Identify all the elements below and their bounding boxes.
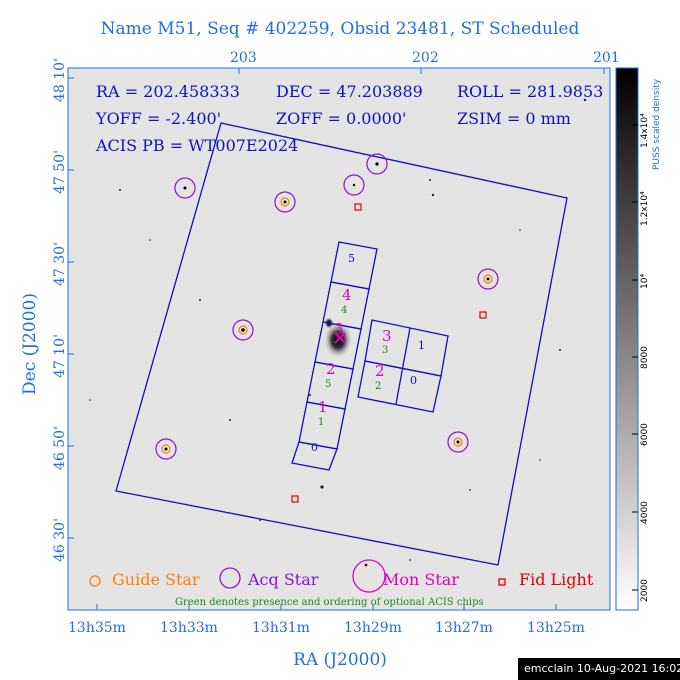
colorbar-ticks (632, 124, 638, 591)
chip-i-bottom (357, 360, 442, 413)
left-tick-5: 46 50' (52, 426, 68, 470)
bottom-tick-5: 13h27m (435, 620, 493, 636)
plot-title: Name M51, Seq # 402259, Obsid 23481, ST … (100, 19, 580, 39)
acis-i-array (357, 319, 449, 413)
bottom-tick-6: 13h25m (527, 620, 585, 636)
y-axis-title: Dec (J2000) (20, 293, 40, 395)
bottom-tick-4: 13h29m (344, 620, 402, 636)
bottom-tick-1: 13h35m (68, 620, 126, 636)
chip-green-2: 2 (375, 381, 382, 392)
left-tick-2: 47 50' (52, 150, 68, 194)
left-tick-6: 46 30' (52, 518, 68, 562)
colorbar-tick-2000: 2000 (640, 579, 650, 602)
info-zsim: ZSIM = 0 mm (457, 109, 571, 128)
chip-label-i1: 1 (418, 339, 425, 352)
colorbar-tick-1.2e4: 1.2x10⁴ (640, 191, 650, 226)
info-yoff: YOFF = -2.400' (96, 109, 222, 128)
chip-green-5: 5 (325, 379, 332, 390)
left-tick-3: 47 30' (52, 242, 68, 286)
chip-label-s0: 0 (311, 441, 318, 454)
footer-bar (518, 658, 680, 680)
info-ra: RA = 202.458333 (96, 82, 240, 101)
left-tick-1: 48 10' (52, 58, 68, 102)
bottom-tick-2: 13h33m (160, 620, 218, 636)
timestamp-stamp: emcclain 10-Aug-2021 16:02 (524, 662, 680, 675)
info-roll: ROLL = 281.9853 (457, 82, 604, 101)
top-tick-201: 201 (593, 50, 620, 66)
colorbar-tick-6000: 6000 (640, 423, 650, 446)
legend-acq-star: Acq Star (248, 570, 319, 589)
chip-s0 (291, 441, 338, 471)
axis-ticks (68, 68, 605, 610)
bottom-tick-3: 13h31m (252, 620, 310, 636)
fid-lights (291, 203, 487, 503)
colorbar-tick-4000: 4000 (640, 501, 650, 524)
chip-magenta-2i: 2 (375, 362, 385, 380)
background-stars (89, 98, 587, 567)
legend-symbols (89, 559, 506, 593)
colorbar (615, 67, 639, 611)
chip-green-4: 4 (341, 305, 348, 316)
star-markers (155, 153, 499, 460)
chip-green-3: 3 (382, 345, 389, 356)
chip-magenta-3s: 3 (334, 320, 344, 338)
info-acis: ACIS PB = WT007E2024 (96, 136, 299, 155)
star-points (164, 162, 490, 451)
acis-s-array (291, 241, 378, 471)
info-zoff: ZOFF = 0.0000' (276, 109, 407, 128)
chip-magenta-2s: 2 (326, 360, 336, 378)
colorbar-title: PUSS scaled density (652, 78, 662, 170)
target-marker (334, 332, 346, 344)
chip-magenta-4: 4 (342, 286, 352, 304)
chip-label-i0: 0 (410, 374, 417, 387)
legend-fid-light: Fid Light (519, 570, 594, 589)
chip-magenta-3i: 3 (382, 327, 392, 345)
legend-guide-star: Guide Star (112, 570, 200, 589)
optional-chips-note: Green denotes presence and ordering of o… (175, 597, 484, 608)
chip-green-1: 1 (318, 417, 325, 428)
left-tick-4: 47 10' (52, 334, 68, 378)
colorbar-tick-1.4e4: 1.4x10⁴ (640, 113, 650, 148)
top-tick-203: 203 (230, 50, 257, 66)
info-dec: DEC = 47.203889 (276, 82, 423, 101)
field-outline (115, 122, 568, 566)
legend-mon-star: Mon Star (383, 570, 459, 589)
chip-magenta-1: 1 (318, 398, 328, 416)
chip-label-s5: 5 (348, 252, 355, 265)
colorbar-tick-1e4: 10⁴ (640, 273, 650, 289)
colorbar-tick-8000: 8000 (640, 346, 650, 369)
top-tick-202: 202 (412, 50, 439, 66)
x-axis-title: RA (J2000) (293, 650, 387, 670)
